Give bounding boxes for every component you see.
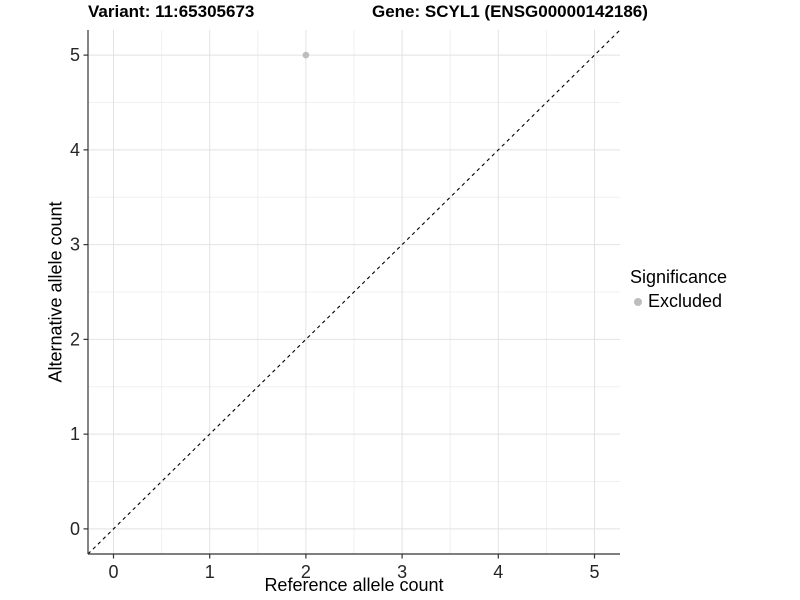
legend-item-label: Excluded <box>648 291 723 311</box>
y-tick-label: 1 <box>70 424 80 444</box>
gene-title: Gene: SCYL1 (ENSG00000142186) <box>372 2 648 21</box>
x-axis-title: Reference allele count <box>264 575 444 595</box>
x-tick-label: 0 <box>108 562 118 582</box>
x-tick-label: 5 <box>589 562 599 582</box>
legend: Significance Excluded <box>630 266 727 312</box>
legend-point-icon <box>634 297 642 306</box>
y-axis-title: Alternative allele count <box>45 201 66 383</box>
y-tick-label: 2 <box>70 329 80 349</box>
data-point <box>302 51 310 59</box>
legend-item-excluded: Excluded <box>630 291 727 312</box>
identity-dashed-line <box>87 29 621 555</box>
y-tick-label: 0 <box>70 519 80 539</box>
x-tick-label: 3 <box>397 562 407 582</box>
y-tick-label: 4 <box>70 140 80 160</box>
x-tick-label: 2 <box>301 562 311 582</box>
x-tick-label: 1 <box>205 562 215 582</box>
x-tick-label: 4 <box>493 562 503 582</box>
variant-title: Variant: 11:65305673 <box>88 2 255 21</box>
legend-title: Significance <box>630 267 728 287</box>
y-tick-label: 3 <box>70 235 80 255</box>
y-tick-label: 5 <box>70 45 80 65</box>
